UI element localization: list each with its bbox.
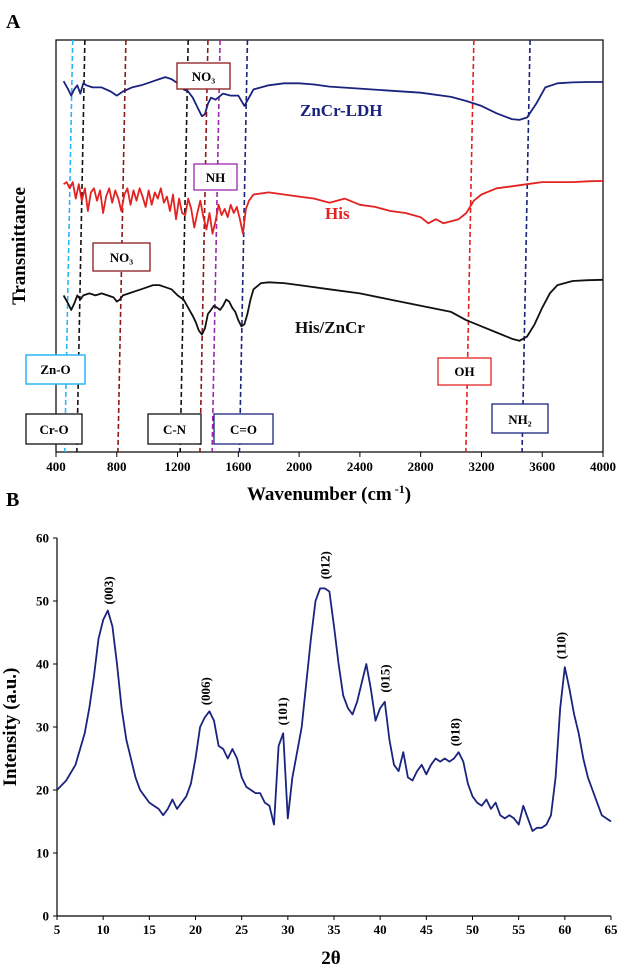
x-tick-label: 800 [107, 459, 127, 474]
series-line-his-zncr [62, 278, 604, 342]
svg-text:NO₃: NO₃ [192, 69, 216, 84]
svg-text:Cr-O: Cr-O [39, 422, 68, 437]
xrd-pattern-line [56, 587, 612, 832]
x-tick-label: 4000 [590, 459, 616, 474]
reference-line [238, 39, 249, 453]
reference-line [521, 39, 531, 453]
reference-line [63, 39, 74, 453]
peak-label: (012) [317, 551, 332, 579]
annotation-zn-o: Zn-O [25, 354, 86, 385]
ftir-chart: 400 800 1200 1600 2000 2400 2800 3200 3600 4000 Z… [9, 39, 616, 505]
peak-label: (101) [275, 697, 290, 725]
y-tick-label: 40 [36, 657, 49, 672]
y-tick-label: 0 [43, 909, 50, 924]
xrd-chart: 5 10 15 20 25 30 35 40 45 50 55 60 65 0 10 20 30 40 50 60 (… [0, 531, 618, 969]
annotation-oh: OH [437, 357, 492, 386]
xrd-peak-labels: (003) (006) (101) (012) (015) (018) (110) [101, 551, 568, 746]
annotation-c-o: C=O [213, 413, 274, 445]
annotation-no3-top: NO₃ [176, 62, 231, 90]
peak-label: (006) [198, 677, 213, 705]
peak-label: (110) [554, 632, 569, 659]
peak-label: (003) [101, 576, 116, 604]
x-tick-label: 55 [512, 922, 526, 937]
x-tick-label: 20 [189, 922, 202, 937]
panel-letter-b: B [6, 489, 19, 511]
x-tick-label: 25 [235, 922, 249, 937]
series-label-zncr-ldh: ZnCr-LDH [300, 101, 383, 120]
xrd-series-group [56, 587, 612, 832]
y-tick-label: 10 [36, 846, 49, 861]
xrd-y-axis-title: Intensity (a.u.) [0, 668, 21, 787]
annotation-nh2: NH₂ [491, 403, 549, 434]
annotation-no3-left: NO₃ [92, 242, 151, 272]
x-tick-label: 3600 [529, 459, 555, 474]
panel-letter-a: A [6, 11, 21, 33]
x-tick-label: 35 [328, 922, 342, 937]
x-tick-label: 65 [605, 922, 619, 937]
x-tick-label: 60 [558, 922, 571, 937]
x-tick-label: 1600 [225, 459, 251, 474]
ftir-series-group [62, 76, 604, 342]
annotation-cr-o: Cr-O [25, 413, 83, 445]
series-line-zncr-ldh [62, 76, 603, 121]
reference-line [465, 39, 475, 453]
x-tick-label: 2800 [408, 459, 434, 474]
x-tick-label: 45 [420, 922, 434, 937]
x-tick-label: 3200 [468, 459, 494, 474]
xrd-ticks: 5 10 15 20 25 30 35 40 45 50 55 60 65 0 10 20 30 40 50 60 [36, 531, 618, 938]
x-tick-label: 2000 [286, 459, 312, 474]
x-tick-label: 5 [54, 922, 61, 937]
x-tick-label: 40 [374, 922, 387, 937]
y-tick-label: 20 [36, 783, 49, 798]
x-tick-label: 2400 [347, 459, 373, 474]
y-tick-label: 30 [36, 720, 49, 735]
x-tick-label: 30 [281, 922, 294, 937]
peak-label: (018) [448, 718, 463, 746]
svg-text:OH: OH [454, 364, 474, 379]
x-tick-label: 50 [466, 922, 479, 937]
x-tick-label: 400 [46, 459, 66, 474]
y-tick-label: 50 [36, 594, 49, 609]
svg-text:C-N: C-N [163, 422, 187, 437]
xrd-x-axis-title: 2θ [321, 948, 341, 969]
peak-label: (015) [377, 664, 392, 692]
ftir-plot-frame [55, 39, 604, 453]
svg-text:NH: NH [206, 170, 226, 185]
annotation-nh: NH [193, 163, 238, 191]
series-label-his-zncr: His/ZnCr [295, 318, 365, 337]
ftir-x-axis-title: Wavenumber (cm -1) [247, 482, 411, 505]
series-line-his [63, 180, 604, 235]
ftir-x-ticks: 400 800 1200 1600 2000 2400 2800 3200 3600 4000 [46, 452, 616, 474]
reference-line [117, 39, 127, 453]
reference-line [199, 39, 209, 453]
x-tick-label: 1200 [165, 459, 191, 474]
svg-text:NO₃: NO₃ [110, 250, 134, 265]
x-tick-label: 15 [143, 922, 157, 937]
x-tick-label: 10 [97, 922, 110, 937]
reference-line [211, 39, 221, 453]
reference-line [76, 39, 86, 453]
series-label-his: His [325, 204, 350, 223]
svg-text:Zn-O: Zn-O [40, 362, 70, 377]
svg-text:NH₂: NH₂ [508, 412, 532, 427]
svg-text:C=O: C=O [230, 422, 257, 437]
annotation-c-n: C-N [147, 413, 202, 445]
ftir-y-axis-title: Transmittance [9, 187, 30, 305]
reference-line [179, 39, 189, 453]
y-tick-label: 60 [36, 531, 49, 546]
